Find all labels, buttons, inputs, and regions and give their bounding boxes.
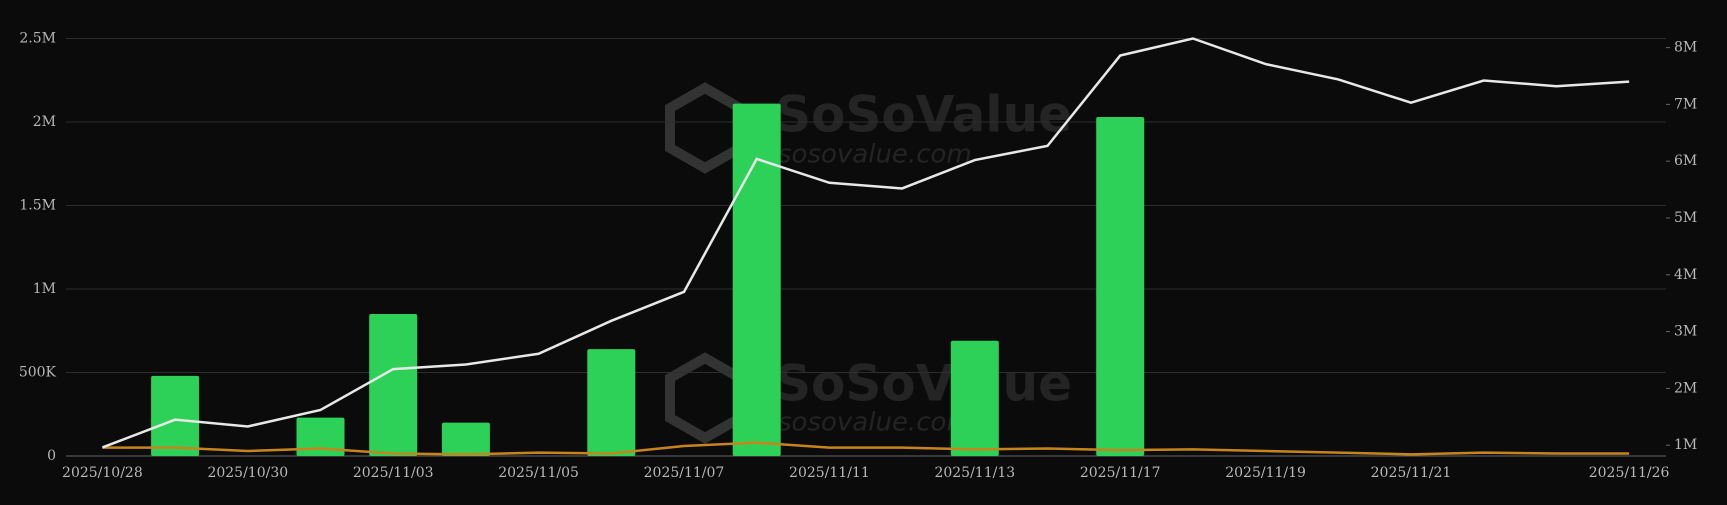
- bar: [950, 340, 999, 456]
- watermark-url: sosovalue.com: [778, 140, 972, 170]
- watermark-logo: [665, 82, 745, 174]
- x-tick-label: 2025/11/07: [644, 465, 725, 481]
- y2-tick-label: 4M: [1674, 267, 1697, 283]
- line: [102, 441, 1630, 456]
- x-tick-label: 2025/10/28: [62, 465, 143, 481]
- bar: [151, 375, 200, 456]
- y-tick-label: 2.5M: [19, 31, 56, 47]
- watermark-text: SoSoValue: [775, 355, 1072, 413]
- y2-tick-label: 5M: [1674, 210, 1697, 226]
- x-tick-label: 2025/11/19: [1225, 465, 1306, 481]
- watermark-url: sosovalue.com: [778, 408, 972, 438]
- y2-tick-label: 3M: [1674, 324, 1697, 340]
- y2-tick-label: 1M: [1674, 437, 1697, 453]
- y2-tick-label: 2M: [1674, 380, 1697, 396]
- y-tick-label: 2M: [33, 114, 56, 130]
- x-tick-label: 2025/11/17: [1080, 465, 1161, 481]
- bar: [587, 349, 636, 456]
- x-tick-label: 2025/11/11: [789, 465, 870, 481]
- bar: [441, 422, 490, 456]
- y2-tick-label: 8M: [1674, 40, 1697, 56]
- watermark: SoSoValue sosovalue.com SoSoValue sosova…: [665, 82, 1072, 444]
- bar: [369, 314, 418, 456]
- x-tick-label: 2025/10/30: [207, 465, 288, 481]
- x-tick-label: 2025/11/26: [1589, 465, 1670, 481]
- y2-tick-label: 7M: [1674, 96, 1697, 112]
- bar: [296, 417, 345, 456]
- watermark-logo: [665, 352, 745, 444]
- x-tick-label: 2025/11/03: [353, 465, 434, 481]
- grid: [66, 38, 1666, 457]
- y-tick-label: 0: [47, 448, 56, 464]
- y-tick-label: 1.5M: [19, 198, 56, 214]
- watermark-text: SoSoValue: [775, 86, 1072, 144]
- x-tick-label: 2025/11/05: [498, 465, 579, 481]
- bar: [732, 103, 781, 456]
- x-tick-label: 2025/11/21: [1371, 465, 1452, 481]
- y-tick-label: 500K: [19, 365, 57, 381]
- line: [101, 37, 1630, 449]
- y2-tick-label: 6M: [1674, 153, 1697, 169]
- y-tick-label: 1M: [33, 281, 56, 297]
- x-tick-label: 2025/11/13: [934, 465, 1015, 481]
- bar: [1096, 116, 1145, 457]
